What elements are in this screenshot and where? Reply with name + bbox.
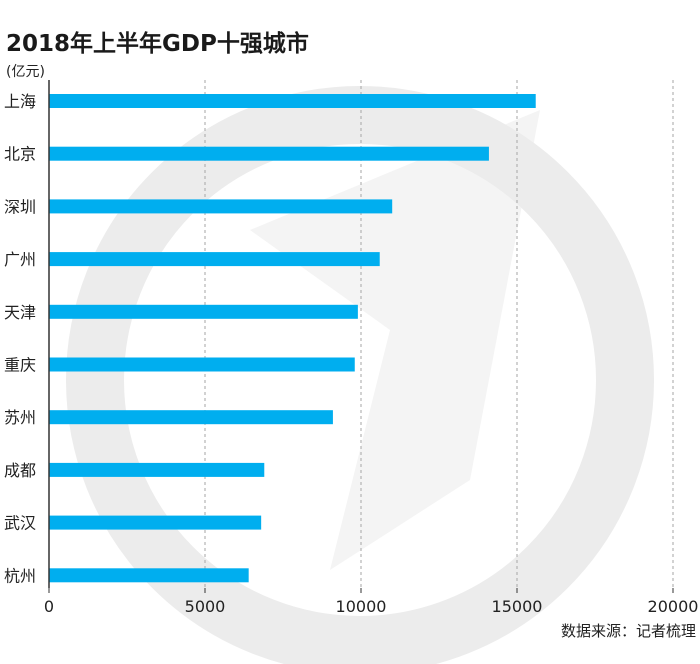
source-note: 数据来源：记者梳理: [560, 622, 696, 640]
bar: [49, 252, 380, 267]
unit-label: (亿元): [6, 64, 45, 80]
bar: [49, 410, 333, 425]
watermark-ring: [66, 86, 654, 664]
category-label: 重庆: [4, 356, 36, 375]
category-label: 武汉: [4, 514, 36, 533]
x-axis: 0 5000 10000 15000 20000: [44, 80, 699, 616]
x-tick-label: 20000: [648, 597, 699, 616]
chart-title: 2018年上半年GDP十强城市: [6, 31, 309, 57]
category-label: 成都: [4, 461, 36, 480]
category-label: 苏州: [4, 408, 36, 427]
category-label: 深圳: [4, 197, 36, 216]
category-label: 杭州: [4, 566, 36, 585]
grid-lines: [204, 80, 674, 588]
bar: [49, 357, 355, 372]
bar: [49, 199, 393, 214]
bar: [49, 304, 358, 319]
x-tick-label: 10000: [336, 597, 387, 616]
bar: [49, 568, 249, 583]
category-label: 天津: [4, 303, 36, 322]
category-label: 上海: [4, 92, 36, 111]
bar: [49, 94, 536, 108]
x-tick-label: 5000: [185, 597, 226, 616]
bars: [49, 94, 536, 583]
bar: [49, 515, 262, 530]
x-tick-label: 0: [44, 597, 54, 616]
bar: [49, 146, 489, 161]
x-tick-label: 15000: [492, 597, 543, 616]
watermark-logo: [66, 86, 654, 664]
bar: [49, 462, 265, 477]
category-label: 北京: [4, 145, 36, 164]
category-label: 广州: [4, 250, 36, 269]
watermark-shape: [250, 110, 540, 570]
